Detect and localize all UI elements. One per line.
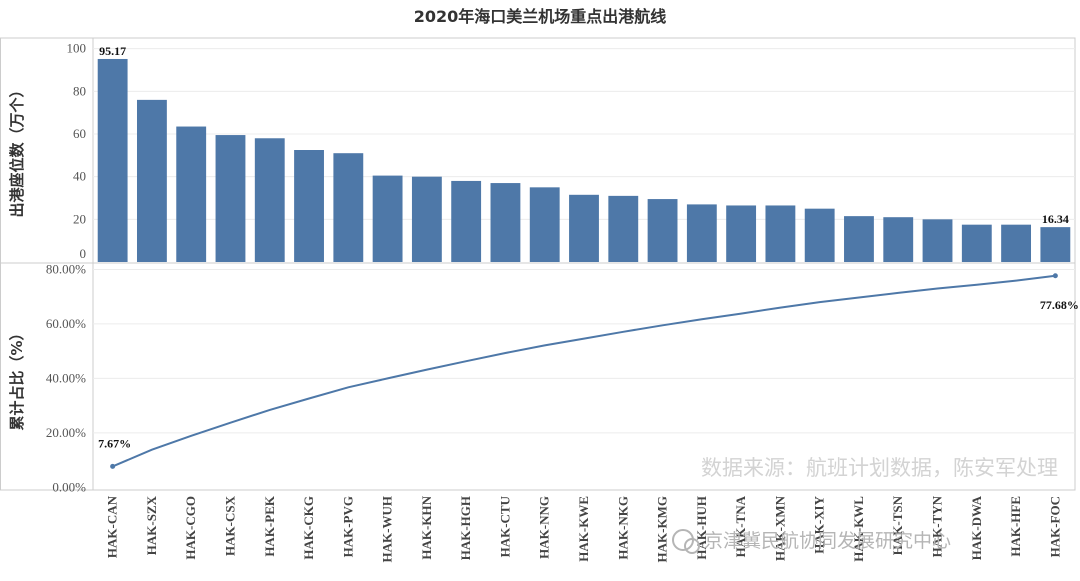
line-point: [110, 463, 116, 469]
bar-y-tick-label: 20: [73, 211, 86, 226]
category-label: HAK-KWE: [576, 496, 591, 562]
bar: [922, 219, 953, 262]
plot-frame: [0, 37, 1076, 491]
bar: [804, 208, 835, 262]
category-label: HAK-HGH: [458, 496, 473, 560]
watermark: 京津冀民航协同发展研究中心: [672, 529, 951, 554]
bar-data-label: 16.34: [1042, 212, 1069, 226]
line-y-tick-label: 0.00%: [52, 479, 86, 494]
bar-y-tick-label: 80: [73, 83, 86, 98]
category-label: HAK-HFE: [1008, 496, 1023, 557]
bar-y-tick-label: 60: [73, 126, 86, 141]
category-label: HAK-SZX: [144, 495, 159, 555]
category-label: HAK-WUH: [380, 496, 395, 562]
bar: [490, 183, 521, 262]
bar: [215, 135, 246, 262]
bar: [97, 58, 128, 262]
bar-y-axis-title: 出港座位数（万个）: [8, 82, 26, 217]
cumulative-line: [112, 274, 1056, 468]
bar: [411, 176, 442, 262]
bar: [961, 224, 992, 262]
source-note: 数据来源：航班计划数据，陈安军处理: [701, 456, 1058, 480]
bar: [529, 187, 560, 262]
bar: [883, 217, 914, 262]
category-label: HAK-NNG: [537, 496, 552, 559]
bar: [333, 153, 364, 262]
line-y-tick-label: 60.00%: [46, 316, 86, 331]
category-label: HAK-KWL: [851, 496, 866, 562]
bar-y-tick-label: 100: [67, 41, 87, 56]
category-label: HAK-XMN: [772, 495, 787, 561]
line-y-tick-label: 40.00%: [46, 370, 86, 385]
category-label: HAK-DWA: [969, 495, 984, 560]
bar: [569, 194, 599, 262]
bar: [254, 138, 285, 262]
category-label: HAK-CGO: [183, 496, 198, 560]
category-label: HAK-PVG: [340, 496, 355, 557]
category-label: HAK-XIY: [812, 495, 827, 553]
category-label: HAK-KMG: [655, 496, 670, 562]
bar: [372, 175, 403, 262]
bar: [294, 150, 324, 262]
category-label: HAK-TYN: [930, 495, 945, 557]
bar-y-tick-label: 0: [80, 246, 87, 261]
watermark-text: 京津冀民航协同发展研究中心: [704, 530, 951, 552]
bar: [647, 199, 678, 262]
line-y-axis-title: 累计占比（%）: [8, 325, 26, 430]
bar-data-label: 95.17: [99, 44, 126, 58]
bar: [686, 204, 717, 262]
bar: [726, 205, 757, 262]
category-label: HAK-FOC: [1047, 496, 1062, 557]
category-label: HAK-TSN: [890, 495, 905, 555]
bar: [1040, 227, 1071, 262]
bar: [1001, 224, 1032, 262]
line-point: [1052, 273, 1058, 279]
category-label: HAK-CKG: [301, 496, 316, 560]
line-data-label: 77.68%: [1040, 298, 1079, 312]
bar: [608, 195, 639, 262]
chart-title: 2020年海口美兰机场重点出港航线: [414, 7, 667, 26]
bar-y-tick-label: 40: [73, 169, 86, 184]
line-y-tick-label: 80.00%: [46, 261, 86, 276]
bar: [176, 126, 207, 263]
wechat-icon-bubble: [684, 538, 700, 554]
category-label: HAK-KHN: [419, 495, 434, 559]
category-label: HAK-CSX: [222, 495, 237, 556]
bar: [136, 99, 167, 262]
category-label: HAK-NKG: [615, 496, 630, 560]
bar: [844, 216, 874, 262]
line-y-tick-label: 20.00%: [46, 425, 86, 440]
category-label: HAK-CTU: [497, 495, 512, 557]
line-data-label: 7.67%: [98, 436, 131, 450]
bar: [765, 205, 796, 262]
category-label: HAK-CAN: [105, 495, 120, 558]
bar: [451, 180, 482, 262]
category-label: HAK-PEK: [262, 495, 277, 557]
category-label: HAK-TNA: [733, 495, 748, 557]
